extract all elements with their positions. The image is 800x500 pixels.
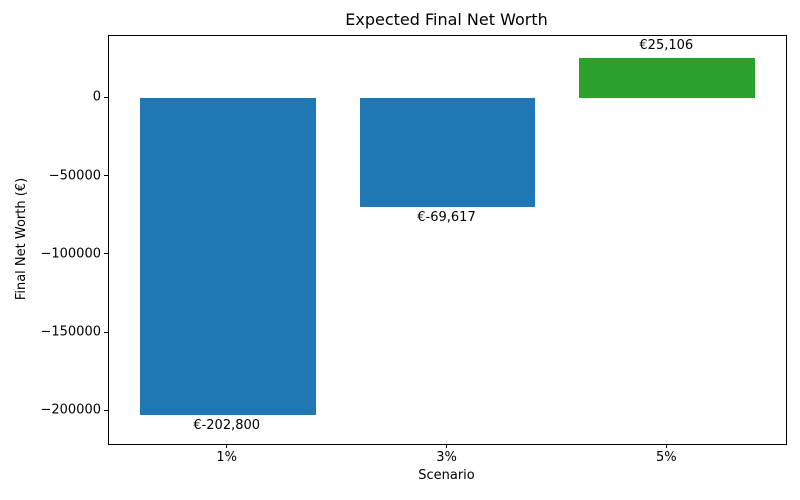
x-tick-mark (446, 444, 447, 448)
y-tick-label: −200000 (40, 402, 101, 418)
x-tick-mark (226, 444, 228, 448)
x-tick-mark (665, 444, 667, 448)
bar-value-label: €-202,800 (193, 418, 261, 434)
y-tick-mark (104, 253, 108, 255)
bar-3% (359, 97, 536, 207)
y-tick-mark (104, 96, 108, 98)
y-tick-label: −150000 (40, 324, 101, 340)
x-tick-label: 5% (655, 450, 677, 465)
y-tick-label: 0 (92, 89, 101, 105)
bar-value-label: €-69,617 (417, 209, 476, 225)
y-tick-mark (104, 175, 108, 177)
y-tick-mark (104, 331, 108, 333)
chart-title: Expected Final Net Worth (345, 10, 548, 29)
bar-1% (139, 97, 316, 416)
x-tick-label: 3% (436, 450, 457, 465)
bar-value-label: €25,106 (639, 38, 694, 54)
y-axis-label: Final Net Worth (€) (14, 177, 29, 301)
x-tick-label: 1% (216, 450, 237, 465)
y-tick-label: −100000 (40, 246, 101, 262)
plot-area (108, 35, 787, 445)
y-tick-label: −50000 (48, 168, 101, 184)
bar-5% (579, 58, 756, 98)
x-axis-label: Scenario (418, 468, 475, 483)
y-tick-mark (104, 409, 108, 411)
